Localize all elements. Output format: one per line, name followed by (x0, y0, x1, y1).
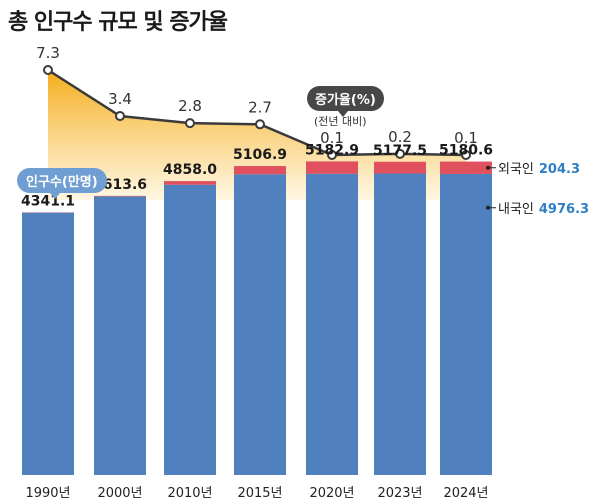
growth-rate-point (115, 111, 125, 122)
growth-rate-point (461, 150, 471, 160)
bar-total-label: 4341.1 (21, 193, 75, 209)
bar-total-label: 5177.5 (373, 143, 427, 159)
bar-foreign (306, 161, 358, 174)
growth-rate-area (48, 70, 466, 200)
bar-foreign (374, 161, 426, 174)
bar-korean (94, 196, 146, 475)
bar-korean (306, 173, 358, 475)
bar-korean (374, 173, 426, 476)
bar-korean (22, 212, 74, 475)
annotation-label: 외국인 204.3 (498, 162, 580, 177)
chart-title: 총 인구수 규모 및 증가율 (8, 10, 228, 35)
population-badge: 인구수(만명) (17, 168, 107, 199)
bar-total-label: 5182.9 (305, 142, 359, 158)
growth-rate-label: 3.4 (108, 90, 132, 108)
x-tick-label: 2000년 (97, 486, 142, 501)
annotation-label: 내국인 4976.3 (498, 202, 589, 217)
annotation-name: 외국인 (498, 162, 534, 177)
bar-total-label: 4858.0 (163, 162, 217, 178)
growth-rate-point (185, 118, 195, 129)
x-tick-label: 2024년 (443, 486, 488, 501)
growth-rate-label: 0.1 (454, 129, 478, 147)
x-tick-label: 1990년 (25, 486, 70, 501)
bar-foreign (234, 166, 286, 175)
growth-rate-point (43, 65, 53, 75)
annotation-value: 204.3 (539, 162, 580, 177)
growth-rate-point (327, 150, 337, 160)
annotation-value: 4976.3 (539, 202, 589, 217)
growth-rate-label: 0.1 (320, 129, 344, 147)
growth-rate-badge: 증가율(%) (307, 86, 384, 117)
x-tick-label: 2023년 (377, 486, 422, 501)
x-tick-label: 2020년 (309, 486, 354, 501)
annotation-name: 내국인 (498, 202, 534, 217)
bar-korean (164, 184, 216, 475)
bar-foreign (164, 181, 216, 185)
x-tick-label: 2010년 (167, 486, 212, 501)
growth-rate-label: 2.7 (248, 98, 272, 116)
bar-korean (440, 173, 492, 476)
growth-rate-label: 7.3 (36, 44, 60, 62)
bar-korean (234, 174, 286, 475)
bar-total-label: 5180.6 (439, 143, 493, 159)
x-tick-label: 2015년 (237, 486, 282, 501)
bar-total-label: 5106.9 (233, 147, 287, 163)
growth-rate-point (395, 148, 405, 159)
bar-foreign (440, 161, 492, 174)
growth-rate-point (255, 119, 265, 130)
growth-rate-note: (전년 대비) (314, 115, 367, 128)
growth-rate-label: 2.8 (178, 97, 202, 115)
growth-rate-label: 0.2 (388, 128, 412, 146)
